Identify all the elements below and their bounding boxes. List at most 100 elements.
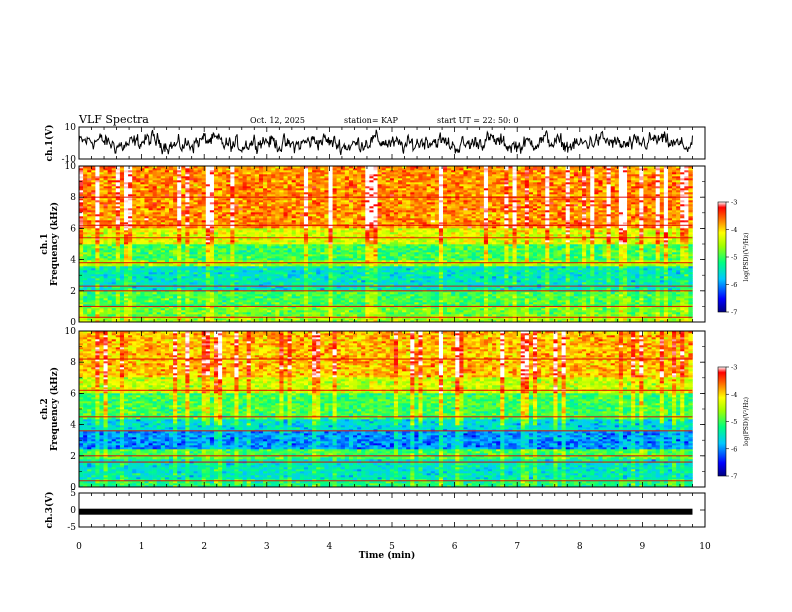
sp1-cell [328,292,333,295]
sp1-cell [234,258,239,261]
sp1-cell [152,304,158,307]
sp1-cell [303,276,309,279]
sp1-cell [369,264,374,267]
sp1-cell [643,300,648,303]
sp1-cell [83,306,88,309]
sp1-cell [95,300,100,303]
sp1-cell [238,300,243,303]
sp1-cell [340,314,346,317]
sp1-cell [103,314,108,317]
sp1-cell [83,278,88,281]
sp1-cell [537,314,542,317]
sp1-cell [193,288,198,291]
sp1-cell [545,298,550,301]
sp1-cell [537,284,542,287]
sp1-cell [663,300,669,303]
sp1-cell [156,318,162,321]
sp1-cell [667,268,673,271]
sp1-cell [230,294,235,297]
sp1-cell [181,306,186,309]
sp1-cell [610,302,616,305]
sp1-cell [218,274,223,277]
sp1-cell [512,318,517,321]
sp1-cell [312,294,317,297]
sp1-cell [115,264,121,267]
sp1-cell [291,258,297,261]
sp1-cell [152,298,158,301]
sp1-cell [128,286,133,289]
sp1-cell [398,318,403,321]
sp1-cell [565,318,571,321]
sp1-cell [119,298,125,301]
sp1-cell [577,310,583,313]
sp1-cell [271,300,276,303]
sp1-cell [528,280,534,283]
sp1-cell [271,278,276,281]
sp1-cell [537,286,542,289]
sp1-cell [91,276,96,279]
sp1-cell [483,298,489,301]
sp1-cell [508,314,513,317]
sp1-cell [487,308,493,311]
sp1-cell [209,286,215,289]
sp1-cell [496,276,501,279]
sp1-cell [160,258,166,261]
sp1-cell [279,286,284,289]
sp1-cell [279,284,284,287]
sp1-cell [647,308,652,311]
sp1-cell [373,276,378,279]
sp1-cell [651,278,656,281]
sp1-cell [655,282,661,285]
sp1-cell [267,264,272,267]
sp1-cell [463,282,468,285]
sp1-cell [635,304,640,307]
sp1-cell [295,312,301,315]
sp1-cell [438,318,444,321]
sp1-cell [508,260,513,263]
sp1-cell [226,258,231,261]
sp1-cell [667,310,673,313]
sp1-cell [524,304,530,307]
sp1-cell [226,264,231,267]
sp1-cell [667,288,673,291]
sp1-cell [185,272,190,275]
sp1-cell [663,314,669,317]
sp1-cell [173,308,178,311]
sp1-cell [667,264,673,267]
sp1-cell [181,296,186,299]
sp1-cell [430,268,436,271]
sp1-cell [414,260,419,263]
sp1-cell [406,278,411,281]
sp1-cell [684,292,689,295]
sp1-cell [144,268,149,271]
sp1-cell [573,308,579,311]
sp1-cell [667,266,673,269]
sp1-cell [496,282,501,285]
sp1-cell [87,300,92,303]
sp1-cell [173,280,178,283]
sp1-cell [365,298,370,301]
sp1-cell [242,320,247,323]
sp1-cell [631,302,636,305]
sp1-cell [398,292,403,295]
sp1-cell [487,278,493,281]
sp1-cell [418,286,423,289]
sp1-cell [508,306,513,309]
sp1-cell [316,286,321,289]
sp1-cell [152,300,158,303]
sp1-cell [250,320,256,323]
sp1-cell [103,304,108,307]
sp1-cell [398,256,403,259]
sp1-cell [549,260,554,263]
sp1-cell [500,288,505,291]
sp1-cell [332,286,337,289]
sp1-cell [553,268,558,271]
sp1-cell [541,268,546,271]
sp1-cell [532,320,538,323]
sp1-cell [545,284,550,287]
sp1-cell [361,260,366,263]
sp1-cell [361,306,366,309]
sp1-cell [610,310,616,313]
sp1-cell [672,302,677,305]
sp1-cell [316,284,321,287]
